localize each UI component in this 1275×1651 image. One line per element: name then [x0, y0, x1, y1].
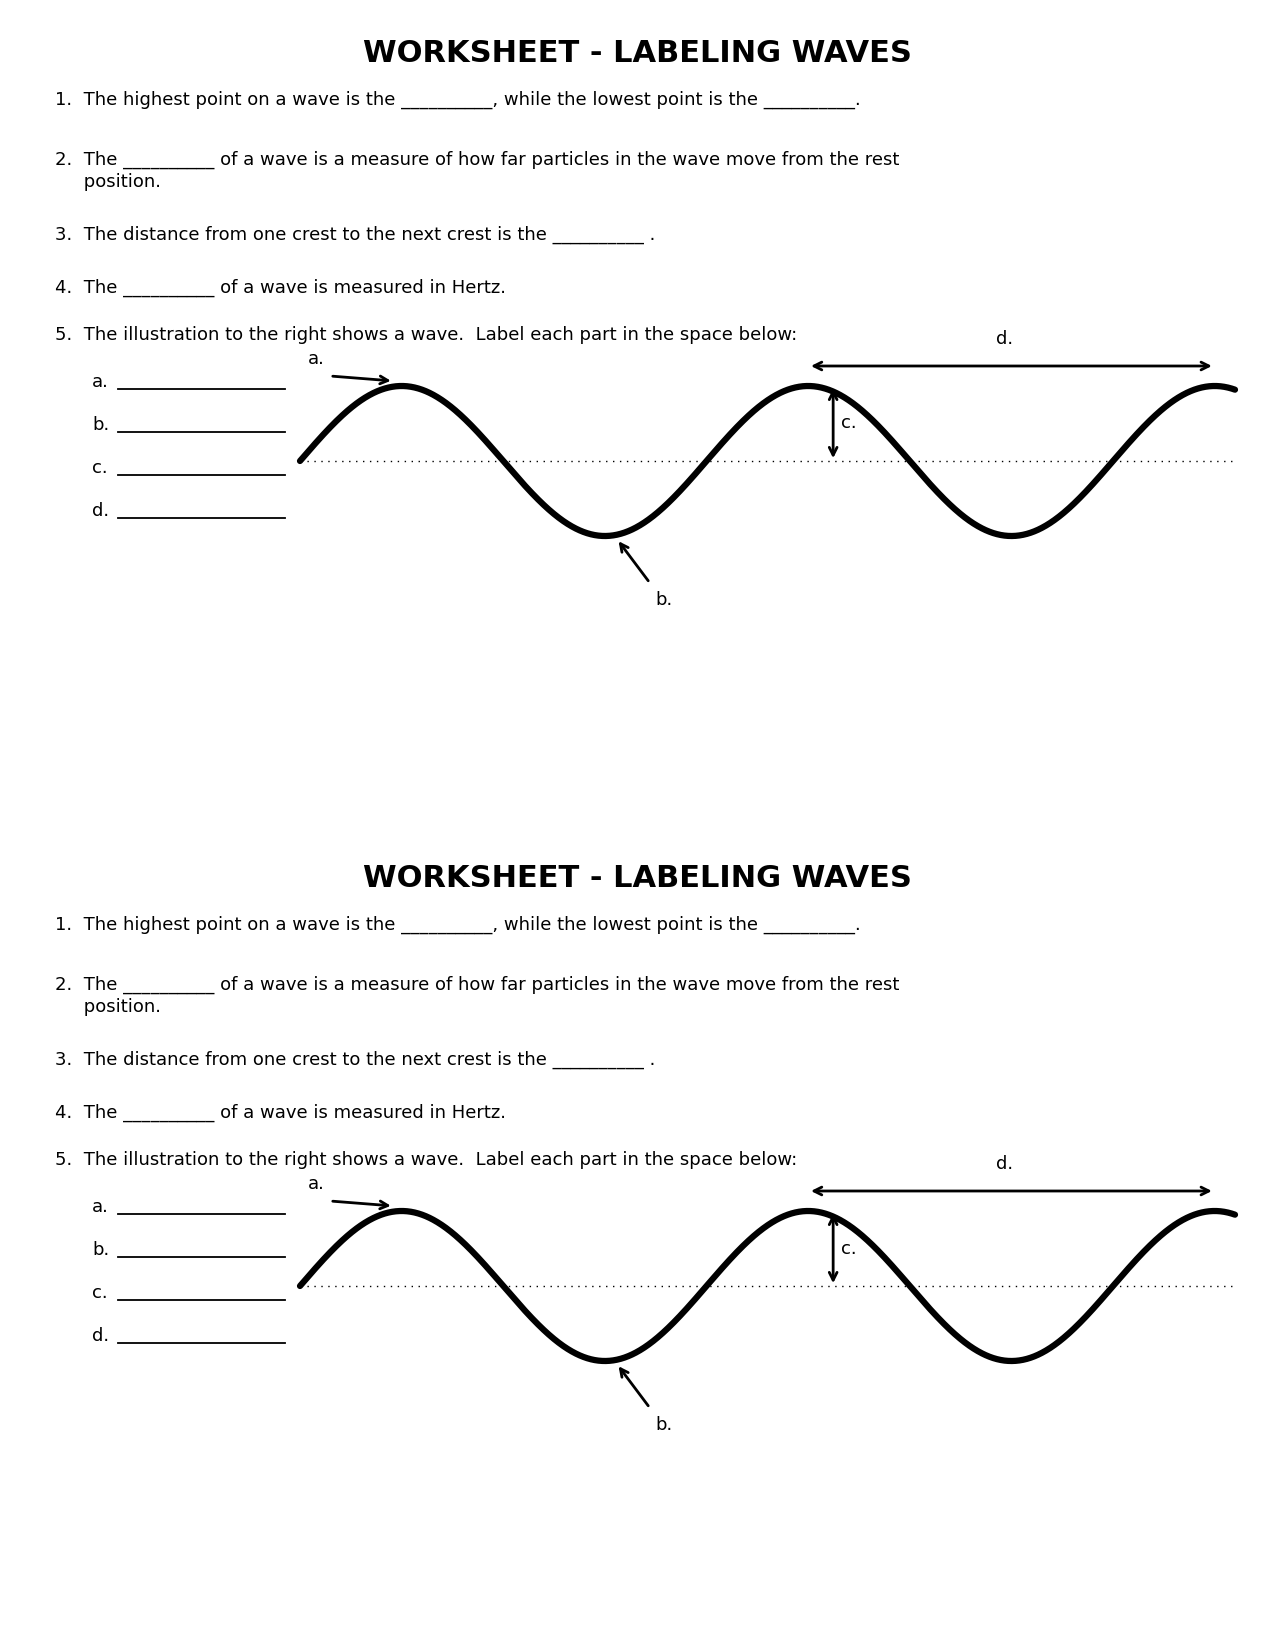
Text: b.: b.: [92, 416, 110, 434]
Text: 4.  The __________ of a wave is measured in Hertz.: 4. The __________ of a wave is measured …: [55, 1105, 506, 1123]
Text: 2.  The __________ of a wave is a measure of how far particles in the wave move : 2. The __________ of a wave is a measure…: [55, 976, 899, 994]
Text: d.: d.: [997, 1156, 1014, 1172]
Text: c.: c.: [842, 414, 857, 433]
Text: 3.  The distance from one crest to the next crest is the __________ .: 3. The distance from one crest to the ne…: [55, 1052, 655, 1070]
Text: WORKSHEET - LABELING WAVES: WORKSHEET - LABELING WAVES: [362, 40, 912, 68]
Text: WORKSHEET - LABELING WAVES: WORKSHEET - LABELING WAVES: [362, 863, 912, 893]
Text: 1.  The highest point on a wave is the __________, while the lowest point is the: 1. The highest point on a wave is the __…: [55, 916, 861, 934]
Text: b.: b.: [655, 591, 672, 609]
Text: d.: d.: [92, 502, 110, 520]
Text: position.: position.: [55, 173, 161, 192]
Text: c.: c.: [92, 1284, 107, 1303]
Text: 4.  The __________ of a wave is measured in Hertz.: 4. The __________ of a wave is measured …: [55, 279, 506, 297]
Text: c.: c.: [92, 459, 107, 477]
Text: a.: a.: [309, 1176, 325, 1194]
Text: b.: b.: [655, 1417, 672, 1435]
Text: 5.  The illustration to the right shows a wave.  Label each part in the space be: 5. The illustration to the right shows a…: [55, 1151, 797, 1169]
Text: b.: b.: [92, 1242, 110, 1260]
Text: d.: d.: [997, 330, 1014, 348]
Text: 3.  The distance from one crest to the next crest is the __________ .: 3. The distance from one crest to the ne…: [55, 226, 655, 244]
Text: 1.  The highest point on a wave is the __________, while the lowest point is the: 1. The highest point on a wave is the __…: [55, 91, 861, 109]
Text: 5.  The illustration to the right shows a wave.  Label each part in the space be: 5. The illustration to the right shows a…: [55, 325, 797, 343]
Text: 2.  The __________ of a wave is a measure of how far particles in the wave move : 2. The __________ of a wave is a measure…: [55, 150, 899, 170]
Text: a.: a.: [92, 373, 108, 391]
Text: a.: a.: [92, 1199, 108, 1217]
Text: c.: c.: [842, 1240, 857, 1258]
Text: a.: a.: [309, 350, 325, 368]
Text: position.: position.: [55, 997, 161, 1015]
Text: d.: d.: [92, 1327, 110, 1346]
